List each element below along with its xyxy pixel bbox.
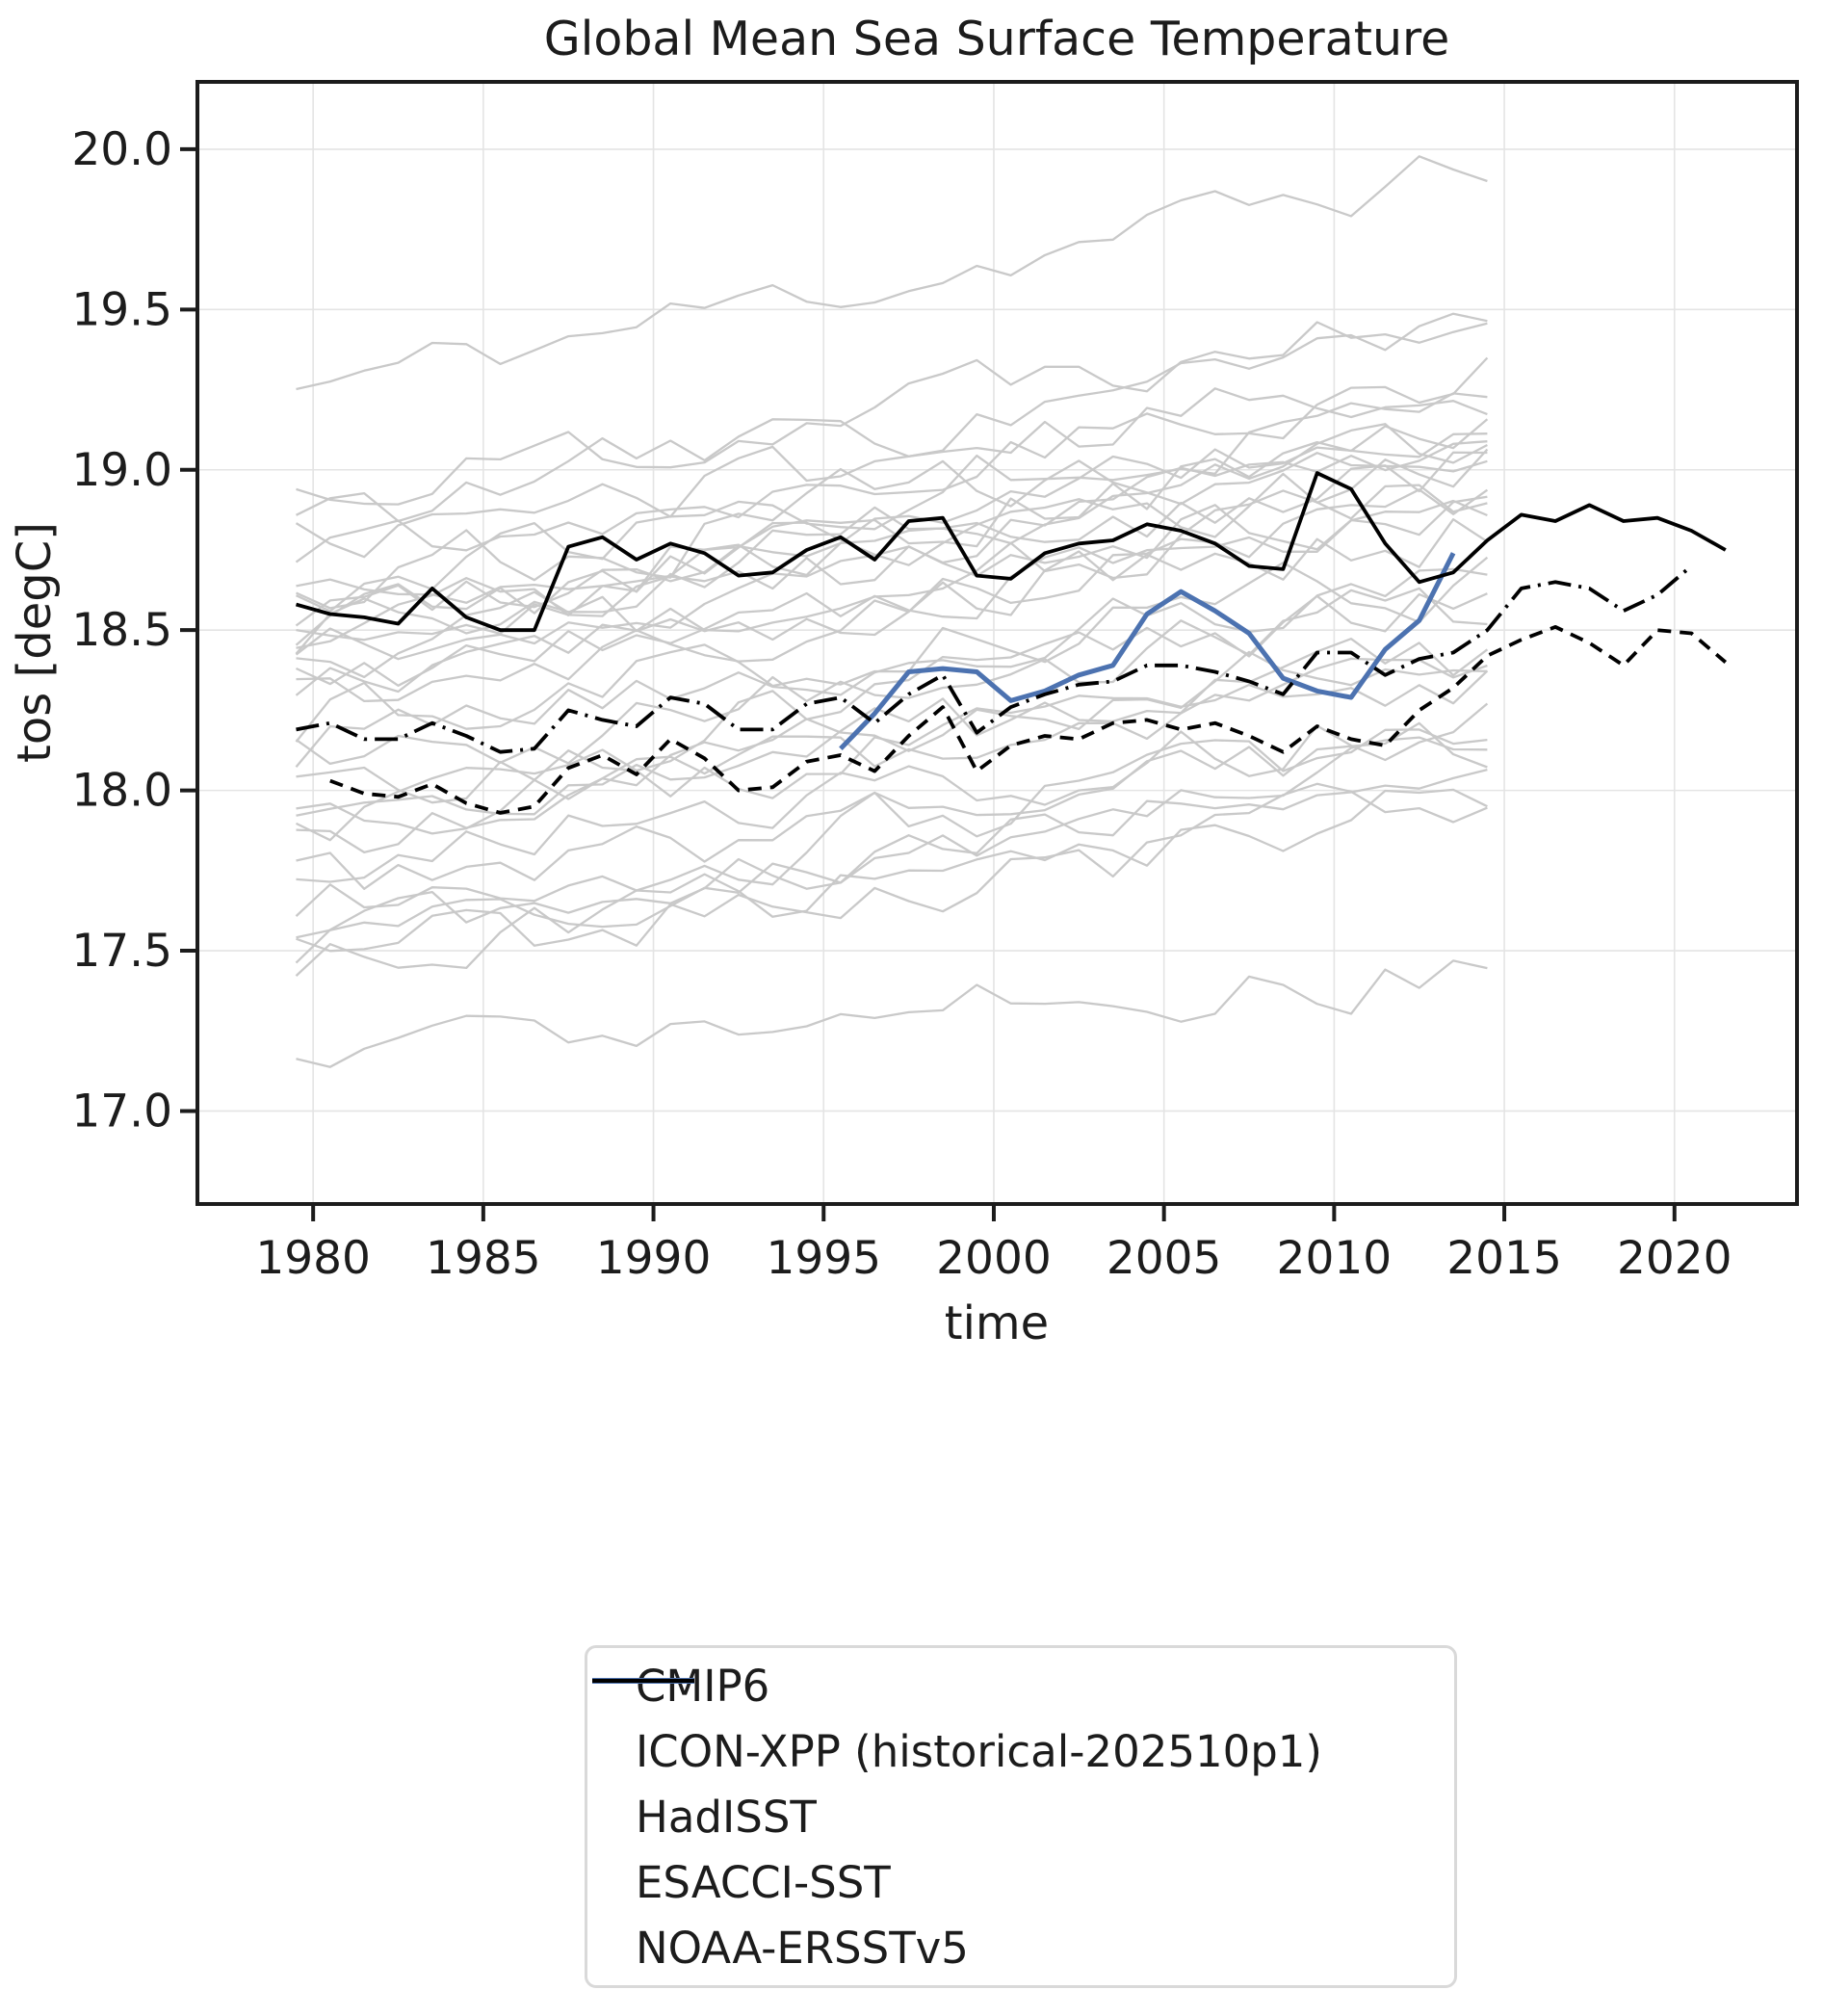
- series-cmip6: [295, 155, 1489, 1068]
- cmip6-member-line: [295, 484, 1488, 696]
- legend-label: ESACCI-SST: [636, 1856, 891, 1908]
- y-tick-label: 18.5: [71, 604, 172, 657]
- x-tick-label: 1990: [596, 1232, 712, 1285]
- axis-ticks: [180, 146, 1677, 1221]
- legend-box: CMIP6 ICON-XPP (historical-202510p1) HadIS…: [585, 1645, 1457, 1988]
- cmip6-member-line: [296, 495, 1488, 641]
- legend-line-sample: [592, 1679, 694, 1683]
- cmip6-member-line: [295, 788, 1488, 977]
- y-tick-label: 17.0: [71, 1085, 172, 1138]
- cmip6-member-line: [296, 321, 1488, 506]
- cmip6-member-line: [296, 451, 1488, 649]
- legend-label: NOAA-ERSSTv5: [636, 1922, 969, 1974]
- cmip6-member-line: [295, 356, 1489, 563]
- cmip6-member-line: [296, 959, 1488, 1068]
- legend-item-esacci-sst: ESACCI-SST: [592, 1679, 1454, 1915]
- y-tick-label: 19.5: [71, 283, 172, 336]
- cmip6-member-line: [295, 728, 1488, 917]
- y-axis-label: tos [degC]: [8, 522, 62, 763]
- series-line-noaa_ersstv5: [296, 564, 1693, 754]
- x-tick-label: 2005: [1107, 1232, 1222, 1285]
- y-tick-label: 17.5: [71, 925, 172, 978]
- cmip6-member-line: [295, 448, 1489, 646]
- cmip6-member-line: [295, 567, 1488, 769]
- cmip6-member-line: [295, 440, 1488, 661]
- cmip6-member-line: [296, 518, 1489, 679]
- y-tick-label: 19.0: [71, 444, 172, 497]
- cmip6-member-line: [296, 155, 1488, 391]
- y-tick-label: 18.0: [71, 765, 172, 818]
- cmip6-member-line: [296, 782, 1488, 953]
- cmip6-member-line: [296, 452, 1488, 610]
- cmip6-member-line: [295, 736, 1488, 964]
- legend-label: ICON-XPP (historical-202510p1): [636, 1725, 1322, 1777]
- series-line-icon_xpp: [839, 552, 1456, 751]
- legend-item-hadisst: HadISST: [592, 1679, 1454, 1849]
- legend-item-cmip6: CMIP6: [592, 1653, 1454, 1718]
- x-tick-label: 1985: [426, 1232, 541, 1285]
- series-main: [295, 471, 1728, 815]
- cmip6-member-line: [296, 650, 1488, 835]
- chart-title: Global Mean Sea Surface Temperature: [544, 12, 1449, 66]
- plot-frame: [195, 80, 1799, 1206]
- x-axis-label: time: [945, 1296, 1049, 1350]
- x-tick-label: 1995: [766, 1232, 881, 1285]
- cmip6-member-line: [295, 587, 1488, 766]
- cmip6-member-line: [295, 669, 1489, 842]
- x-tick-label: 2000: [936, 1232, 1052, 1285]
- legend-item-icon-xpp: ICON-XPP (historical-202510p1): [592, 1678, 1454, 1784]
- legend-label: CMIP6: [636, 1660, 770, 1712]
- y-tick-label: 20.0: [71, 123, 172, 176]
- cmip6-member-line: [296, 721, 1488, 890]
- axis-tick-labels: 1980 1985 1990 1995 2000 2005 2010 2015 2020 17.0…: [71, 123, 1732, 1285]
- series-line-esacci: [329, 625, 1728, 815]
- cmip6-member-line: [296, 702, 1489, 883]
- legend-label: HadISST: [636, 1791, 817, 1843]
- cmip6-member-line: [295, 312, 1488, 523]
- x-tick-label: 1980: [255, 1232, 371, 1285]
- x-tick-label: 2020: [1617, 1232, 1732, 1285]
- cmip6-member-line: [295, 556, 1489, 743]
- cmip6-member-line: [296, 768, 1488, 939]
- cmip6-member-line: [296, 488, 1489, 703]
- legend-item-noaa-ersstv5: NOAA-ERSSTv5: [592, 1679, 1454, 1980]
- x-tick-label: 2010: [1277, 1232, 1393, 1285]
- x-tick-label: 2015: [1446, 1232, 1562, 1285]
- cmip6-member-line: [295, 387, 1488, 559]
- series-line-hadisst: [295, 471, 1727, 633]
